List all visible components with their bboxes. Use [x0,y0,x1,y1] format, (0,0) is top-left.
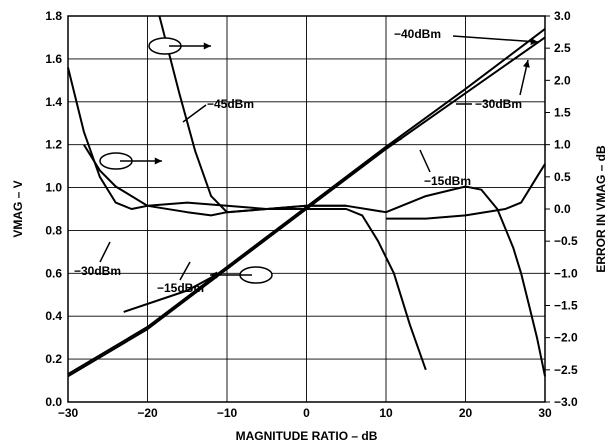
y-left-tick-label: 0.6 [45,266,62,280]
y-left-tick-label: 0.4 [45,309,62,323]
y-right-tick-label: 1.0 [554,138,571,152]
x-tick-label: 30 [538,406,552,420]
y-axis-label-right: ERROR IN VMAG – dB [594,145,608,273]
y-right-tick-label: 3.0 [554,9,571,23]
leader-line [179,261,191,281]
y-left-tick-label: 0.8 [45,223,62,237]
y-right-tick-label: −2.0 [554,331,578,345]
y-left-tick-label: 1.4 [45,95,62,109]
x-tick-label: 0 [303,406,310,420]
series-line-4 [67,67,546,377]
arrow-head [154,157,162,165]
y-right-tick-label: 2.5 [554,41,571,55]
arrow-head [530,38,538,45]
series-line-6 [386,163,546,220]
x-tick-label: −10 [217,406,238,420]
series-label: −30dBm [74,264,121,278]
ticks: −30 −20 −10 0 10 20 30 0.0 0.2 0.4 0.6 0.8 1.0 1.2 1.4… [45,9,578,420]
series-label: −15dBm [424,174,471,188]
y-right-tick-label: −1.5 [554,299,578,313]
leader-line [99,241,111,263]
x-tick-label: −30 [58,406,79,420]
annotations: −40dBm −45dBm −30dBm −15dBm −30dBm −15dBm [74,27,539,295]
y-right-tick-label: −0.5 [554,234,578,248]
y-right-tick-label: −2.5 [554,363,578,377]
series-label: −15dBm [157,281,204,295]
y-axis-label-left: VMAG – V [11,180,25,237]
series-label: −40dBm [394,27,441,41]
arrow-head [203,42,211,50]
y-left-tick-label: 1.2 [45,138,62,152]
arrow-head [210,271,218,279]
y-left-tick-label: 0.2 [45,352,62,366]
y-right-tick-label: 1.5 [554,106,571,120]
series-label: −30dBm [475,97,522,111]
y-left-tick-label: 0.0 [45,395,62,409]
series-line-2 [123,137,403,313]
series-line-5 [83,144,427,371]
arrow-head [523,60,530,68]
y-left-tick-label: 1.6 [45,52,62,66]
y-right-tick-label: −1.0 [554,266,578,280]
x-tick-label: 20 [459,406,473,420]
series-label: −45dBm [207,97,254,111]
x-tick-label: −20 [137,406,158,420]
y-right-tick-label: 2.0 [554,73,571,87]
y-right-tick-label: 0.0 [554,202,571,216]
x-axis-label: MAGNITUDE RATIO – dB [236,429,378,443]
leader-line [452,35,539,43]
x-tick-label: 10 [379,406,393,420]
y-right-tick-label: 0.5 [554,170,571,184]
y-left-tick-label: 1.8 [45,9,62,23]
leader-line [182,104,207,123]
y-left-tick-label: 1.0 [45,181,62,195]
series-lines [67,15,546,378]
y-right-tick-label: −3.0 [554,395,578,409]
leader-line [419,149,431,173]
